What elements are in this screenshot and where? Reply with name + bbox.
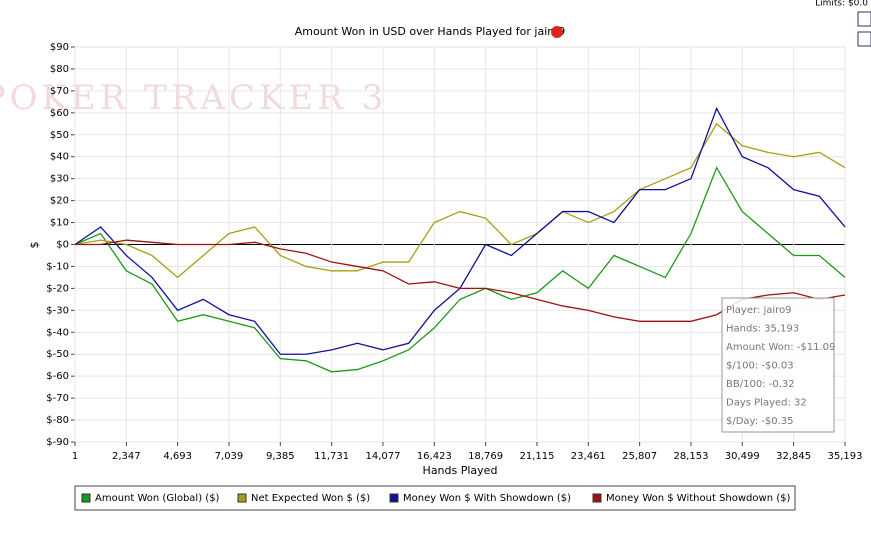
x-tick-label: 9,385 — [266, 451, 295, 462]
x-tick-label: 32,845 — [776, 451, 811, 462]
side-button[interactable] — [857, 11, 871, 27]
y-tick-label: $-80 — [46, 415, 69, 426]
legend-swatch — [389, 493, 399, 503]
tooltip-line: BB/100: -0.32 — [726, 379, 795, 390]
tooltip-line: Days Played: 32 — [726, 398, 807, 409]
y-tick-label: $90 — [50, 42, 69, 53]
x-tick-label: 11,731 — [314, 451, 349, 462]
legend — [74, 485, 796, 511]
y-tick-label: $80 — [50, 64, 69, 75]
y-tick-label: $-50 — [46, 349, 69, 360]
x-tick-label: 16,423 — [417, 451, 452, 462]
y-tick-label: $20 — [50, 196, 69, 207]
legend-label: Money Won $ With Showdown ($) — [403, 493, 571, 504]
x-tick-label: 1 — [72, 451, 78, 462]
y-tick-label: $-70 — [46, 393, 69, 404]
x-tick-label: 18,769 — [468, 451, 503, 462]
tooltip-line: Amount Won: -$11.09 — [726, 342, 835, 353]
tooltip-line: Hands: 35,193 — [726, 324, 799, 335]
legend-label: Money Won $ Without Showdown ($) — [606, 493, 790, 504]
legend-swatch — [81, 493, 91, 503]
x-tick-label: 2,347 — [112, 451, 141, 462]
y-tick-label: $-90 — [46, 437, 69, 448]
legend-swatch — [237, 493, 247, 503]
chart-title: Amount Won in USD over Hands Played for … — [295, 25, 566, 38]
y-tick-label: $40 — [50, 152, 69, 163]
x-tick-label: 4,693 — [163, 451, 192, 462]
tooltip-line: Player: jairo9 — [726, 305, 792, 316]
series-line — [74, 122, 846, 279]
x-tick-label: 35,193 — [828, 451, 863, 462]
tooltip-line: $/Day: -$0.35 — [726, 416, 794, 427]
x-tick-label: 21,115 — [519, 451, 554, 462]
legend-swatch — [592, 493, 602, 503]
y-tick-label: $0 — [56, 240, 69, 251]
legend-label: Amount Won (Global) ($) — [95, 493, 220, 504]
tooltip — [721, 297, 835, 433]
side-button[interactable] — [857, 31, 871, 47]
x-tick-label: 28,153 — [673, 451, 708, 462]
x-tick-label: 25,807 — [622, 451, 657, 462]
y-tick-label: $60 — [50, 108, 69, 119]
tooltip-line: $/100: -$0.03 — [726, 361, 794, 372]
y-axis-label: $ — [28, 242, 41, 249]
y-tick-label: $50 — [50, 130, 69, 141]
x-tick-label: 14,077 — [365, 451, 400, 462]
x-tick-label: 30,499 — [725, 451, 760, 462]
x-tick-label: 23,461 — [571, 451, 606, 462]
y-tick-label: $-10 — [46, 261, 69, 272]
y-tick-label: $30 — [50, 174, 69, 185]
watermark: POKER TRACKER 3 — [0, 78, 387, 118]
y-tick-label: $-60 — [46, 371, 69, 382]
y-tick-label: $-30 — [46, 305, 69, 316]
series-line — [75, 239, 846, 322]
y-tick-label: $70 — [50, 86, 69, 97]
corner-text: Limits: $0.0 — [815, 0, 868, 9]
y-tick-label: $-40 — [46, 327, 69, 338]
y-tick-label: $10 — [50, 218, 69, 229]
y-tick-label: $-20 — [46, 283, 69, 294]
series-line — [74, 166, 846, 373]
x-tick-label: 7,039 — [215, 451, 244, 462]
legend-label: Net Expected Won $ ($) — [251, 493, 370, 504]
x-axis-label: Hands Played — [423, 464, 498, 477]
spade-icon — [551, 26, 563, 38]
